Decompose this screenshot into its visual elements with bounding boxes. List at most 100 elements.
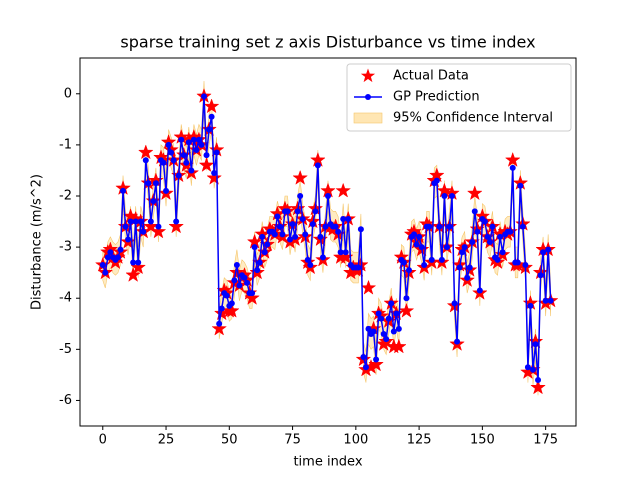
actual-point [398, 302, 415, 318]
prediction-point [99, 262, 106, 268]
actual-point [292, 169, 309, 185]
actual-point [198, 157, 215, 173]
actual-point [211, 320, 228, 336]
prediction-point [287, 236, 294, 243]
prediction-point [279, 231, 286, 238]
prediction-point [152, 180, 159, 187]
prediction-point [486, 239, 493, 245]
prediction-point [517, 182, 524, 189]
prediction-point [365, 325, 372, 332]
prediction-point [125, 236, 132, 243]
actual-point [360, 279, 377, 295]
actual-point [368, 356, 384, 372]
prediction-point [163, 187, 170, 194]
prediction-point [183, 159, 190, 166]
prediction-point [165, 141, 172, 148]
prediction-point [256, 259, 263, 266]
x-tick-label: 25 [158, 433, 175, 448]
prediction-point [441, 193, 448, 199]
x-tick-label: 150 [470, 433, 495, 448]
actual-point [466, 185, 483, 201]
prediction-point [545, 246, 552, 253]
prediction-point [375, 310, 382, 317]
prediction-point [317, 233, 324, 240]
y-tick-label: -5 [59, 342, 72, 357]
prediction-point [201, 93, 207, 100]
prediction-point [514, 259, 521, 266]
legend-label: GP Prediction [393, 90, 480, 105]
prediction-point [241, 274, 248, 281]
prediction-point [360, 354, 367, 360]
prediction-point [254, 267, 261, 274]
prediction-point [135, 259, 142, 266]
prediction-point [454, 338, 461, 345]
x-tick-label: 0 [99, 433, 107, 448]
prediction-point [294, 208, 301, 215]
prediction-point [459, 249, 466, 256]
prediction-point [276, 223, 283, 230]
prediction-point [302, 231, 309, 238]
prediction-point [469, 239, 476, 245]
prediction-point [218, 305, 225, 312]
prediction-point [519, 223, 526, 230]
prediction-point [264, 241, 271, 248]
prediction-point [271, 231, 278, 238]
prediction-point [140, 228, 147, 235]
axes-frame [79, 57, 577, 427]
prediction-point [233, 262, 240, 268]
prediction-point [390, 328, 397, 335]
prediction-point [507, 228, 514, 235]
prediction-point [168, 149, 175, 156]
prediction-point [433, 177, 440, 184]
prediction-point [547, 297, 554, 304]
prediction-point [373, 356, 380, 363]
legend-label: Actual Data [393, 69, 469, 84]
prediction-point [208, 113, 215, 120]
prediction-point [160, 159, 167, 166]
prediction-point [188, 167, 195, 174]
prediction-point [211, 170, 218, 176]
prediction-point [236, 282, 243, 289]
plot-area [94, 80, 559, 396]
prediction-point [509, 164, 516, 171]
prediction-point [190, 136, 197, 143]
prediction-point [259, 233, 266, 240]
legend-marker [365, 94, 371, 100]
legend: Actual Data GP Prediction 95% Confidence I… [346, 63, 572, 132]
prediction-point [223, 292, 230, 299]
prediction-point [461, 244, 468, 251]
x-tick-label: 50 [221, 433, 238, 448]
prediction-point [147, 218, 154, 225]
prediction-point [537, 272, 544, 279]
prediction-point [228, 300, 235, 307]
y-tick-label: -3 [59, 240, 72, 255]
actual-point [137, 144, 154, 160]
prediction-point [446, 223, 453, 230]
prediction-point [325, 193, 331, 199]
prediction-point [289, 221, 296, 228]
actual-point [390, 338, 407, 354]
prediction-point [340, 216, 347, 222]
prediction-point [524, 364, 531, 371]
x-tick-label: 100 [343, 433, 368, 448]
prediction-point [426, 223, 433, 230]
prediction-point [529, 366, 536, 373]
actual-point [223, 302, 240, 318]
prediction-point [297, 193, 304, 199]
prediction-point [322, 223, 329, 230]
actual-point [206, 169, 223, 185]
prediction-point [117, 246, 124, 253]
prediction-point [261, 249, 268, 256]
prediction-point [499, 249, 506, 256]
prediction-point [132, 218, 139, 225]
prediction-point [130, 259, 137, 266]
prediction-point [299, 216, 306, 222]
prediction-point [319, 254, 326, 261]
prediction-point [474, 228, 481, 235]
legend-band [353, 112, 383, 124]
prediction-point [137, 218, 144, 225]
prediction-point [449, 193, 455, 199]
actual-point [142, 218, 159, 234]
prediction-point [114, 254, 121, 261]
prediction-point [476, 287, 483, 294]
